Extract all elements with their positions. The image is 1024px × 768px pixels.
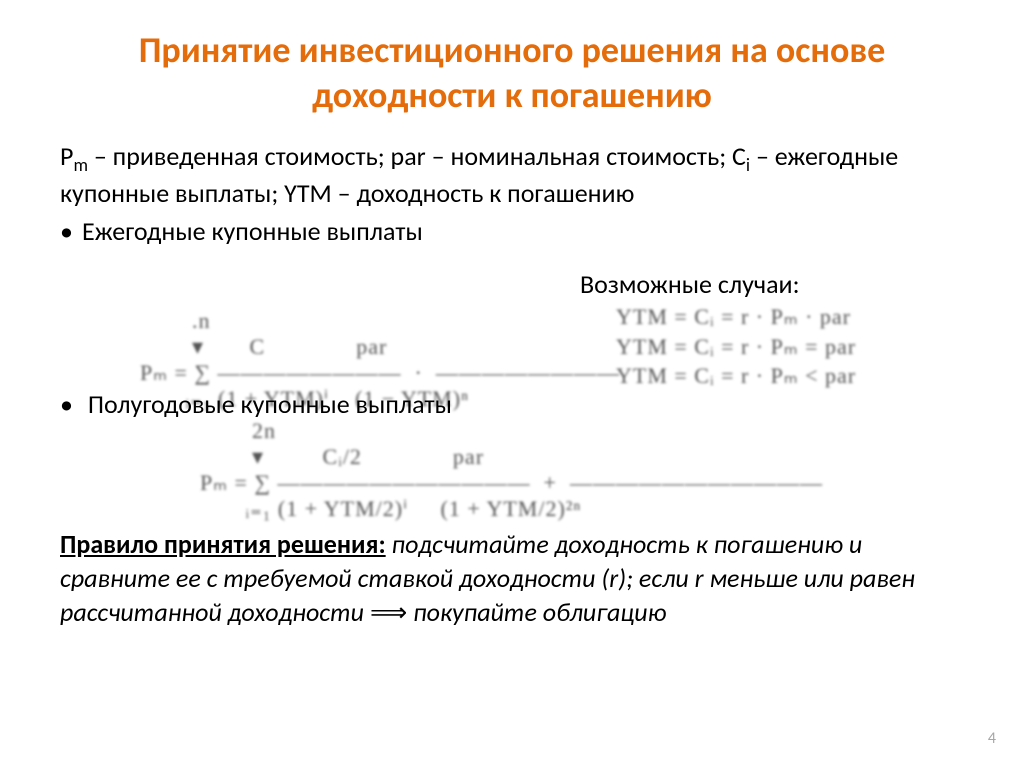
defs-pm-sub: m xyxy=(73,154,88,176)
bullet-2-text: Полугодовые купонные выплаты xyxy=(88,388,452,420)
bullet-2-row: • Полугодовые купонные выплаты xyxy=(60,388,452,420)
formula-cases: YTM = Cᵢ = r · Pₘ · par YTM = Cᵢ = r · P… xyxy=(616,302,856,391)
cases-label: Возможные случаи: xyxy=(580,268,800,300)
slide: Принятие инвестиционного решения на осно… xyxy=(0,0,1024,768)
defs-pm: P xyxy=(60,140,73,172)
defs-pm-desc: – приведенная стоимость; par – номинальн… xyxy=(88,140,746,172)
rule-label: Правило принятия решения: xyxy=(60,528,386,560)
implies-icon: ⟹ xyxy=(370,598,407,627)
page-number: 4 xyxy=(988,729,996,748)
slide-title: Принятие инвестиционного решения на осно… xyxy=(60,28,964,118)
bullet-dot-icon: • xyxy=(60,388,82,420)
bullet-dot-icon: • xyxy=(60,215,82,247)
formula-semiannual: 2n ▾ Cᵢ/2 par Pₘ = ∑ ――――――――――― + ―――――… xyxy=(200,418,823,522)
definitions-paragraph: Pm – приведенная стоимость; par – номина… xyxy=(60,140,964,211)
bullet-1-row: • Ежегодные купонные выплаты xyxy=(60,215,964,247)
rule-text-2: покупайте облигацию xyxy=(407,596,666,628)
decision-rule: Правило принятия решения: подсчитайте до… xyxy=(60,528,964,629)
bullet-1-text: Ежегодные купонные выплаты xyxy=(82,215,423,247)
